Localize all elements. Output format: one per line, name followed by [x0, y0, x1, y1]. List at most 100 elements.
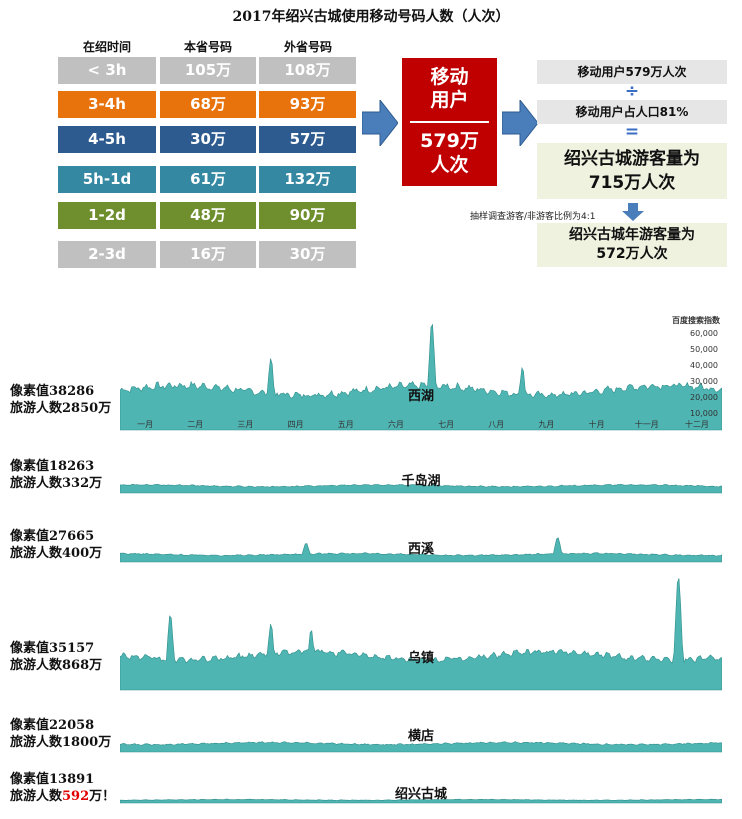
series-area — [120, 483, 722, 494]
divide-sign: ÷ — [624, 81, 640, 101]
mobile-users-text: 移动用户579万人次 — [537, 60, 727, 84]
table-cell-other: 57万 — [259, 126, 356, 153]
series-area — [120, 537, 722, 563]
month-tick-label: 八月 — [488, 420, 505, 429]
month-tick-label: 四月 — [287, 420, 304, 429]
table-cell-local: 105万 — [160, 57, 256, 84]
series-label: 像素值13891 旅游人数592万！ — [10, 771, 115, 805]
visitors-value: 332万 — [62, 476, 103, 491]
visitor-count: 旅游人数332万 — [10, 475, 102, 492]
header-other: 外省号码 — [283, 40, 332, 54]
table-cell-duration: 2-3d — [58, 241, 156, 268]
y-tick-label: 50,000 — [690, 345, 718, 354]
month-tick-label: 六月 — [387, 420, 404, 429]
month-tick-label: 十二月 — [684, 420, 709, 429]
divider — [410, 121, 489, 123]
area-chart — [120, 483, 722, 494]
visitors-value: 2850万 — [62, 401, 112, 416]
series-name: 西溪 — [407, 542, 434, 557]
right-arrow-icon — [502, 100, 538, 146]
series-name: 西湖 — [407, 389, 434, 404]
mobile-box-line1: 移动 — [430, 66, 469, 88]
annual-visitors-box: 绍兴古城年游客量为 572万人次 — [537, 223, 727, 267]
mobile-box-line2: 用户 — [430, 89, 469, 111]
month-tick-label: 九月 — [538, 420, 555, 429]
pixel-value: 像素值27665 — [10, 529, 95, 544]
table-cell-duration: < 3h — [58, 57, 156, 84]
series-area — [120, 741, 722, 753]
visitor-count: 旅游人数2850万 — [10, 400, 111, 417]
table-cell-local: 61万 — [160, 166, 256, 193]
annual-line1: 绍兴古城年游客量为 — [569, 227, 695, 243]
visitor-count: 旅游人数592万！ — [10, 788, 115, 805]
visitors-label: 旅游人数 — [10, 789, 63, 804]
page-title: 2017年绍兴古城使用移动号码人数（人次） — [232, 9, 510, 25]
series-name: 千岛湖 — [401, 474, 441, 489]
visitors-value: 592 — [62, 789, 90, 804]
y-axis-label: 百度搜索指数 — [672, 316, 720, 325]
share-text: 移动用户占人口81% — [537, 100, 727, 124]
pixel-value: 像素值18263 — [10, 459, 95, 474]
month-tick-label: 十一月 — [634, 420, 659, 429]
visitors-line2: 715万人次 — [588, 173, 676, 193]
table-cell-local: 30万 — [160, 126, 256, 153]
pixel-value: 像素值13891 — [10, 772, 95, 787]
mobile-box-line4: 人次 — [430, 154, 469, 176]
down-arrow-icon — [622, 203, 644, 221]
table-cell-local: 68万 — [160, 91, 256, 118]
mobile-box-line3: 579万 — [420, 130, 479, 152]
table-cell-other: 90万 — [259, 202, 356, 229]
mobile-users-box: 移动 用户 579万 人次 — [402, 58, 497, 186]
sample-note: 抽样调查游客/非游客比例为4:1 — [470, 212, 596, 222]
month-tick-label: 三月 — [237, 420, 254, 429]
table-cell-duration: 3-4h — [58, 91, 156, 118]
header-local: 本省号码 — [183, 40, 232, 54]
pixel-value: 像素值22058 — [10, 718, 95, 733]
y-tick-label: 10,000 — [690, 409, 718, 418]
series-area — [120, 578, 722, 691]
visitors-label: 旅游人数 — [10, 735, 63, 750]
table-cell-duration: 1-2d — [58, 202, 156, 229]
pixel-value: 像素值35157 — [10, 641, 95, 656]
month-tick-label: 七月 — [438, 420, 455, 429]
visitors-line1: 绍兴古城游客量为 — [564, 149, 700, 169]
series-label: 像素值18263 旅游人数332万 — [10, 458, 102, 492]
right-arrow-icon — [362, 100, 398, 146]
month-tick-label: 二月 — [187, 420, 204, 429]
equals-sign: = — [624, 122, 640, 142]
series-area — [120, 798, 722, 804]
area-chart — [120, 741, 722, 753]
visitors-value: 400万 — [62, 546, 103, 561]
visitors-label: 旅游人数 — [10, 476, 63, 491]
table-cell-local: 16万 — [160, 241, 256, 268]
table-cell-other: 108万 — [259, 57, 356, 84]
visitors-label: 旅游人数 — [10, 401, 63, 416]
table-cell-duration: 4-5h — [58, 126, 156, 153]
series-area — [120, 323, 722, 431]
visitors-suffix: 万！ — [89, 789, 116, 804]
visitors-value: 868万 — [62, 658, 103, 673]
visitors-label: 旅游人数 — [10, 546, 63, 561]
table-cell-duration: 5h-1d — [58, 166, 156, 193]
visitors-label: 旅游人数 — [10, 658, 63, 673]
month-tick-label: 五月 — [337, 420, 354, 429]
visitor-count: 旅游人数400万 — [10, 545, 102, 562]
area-chart — [120, 798, 722, 804]
y-tick-label: 20,000 — [690, 393, 718, 402]
series-label: 像素值35157 旅游人数868万 — [10, 640, 102, 674]
table-cell-other: 132万 — [259, 166, 356, 193]
month-tick-label: 十月 — [588, 420, 605, 429]
area-chart — [120, 537, 722, 563]
series-name: 乌镇 — [407, 651, 434, 666]
series-name: 绍兴古城 — [394, 787, 447, 802]
visitor-count: 旅游人数1800万 — [10, 734, 111, 751]
visitor-count: 旅游人数868万 — [10, 657, 102, 674]
series-label: 像素值27665 旅游人数400万 — [10, 528, 102, 562]
annual-line2: 572万人次 — [596, 246, 668, 262]
y-tick-label: 30,000 — [690, 377, 718, 386]
series-label: 像素值22058 旅游人数1800万 — [10, 717, 111, 751]
y-tick-label: 40,000 — [690, 361, 718, 370]
header-duration: 在绍时间 — [82, 40, 131, 54]
series-name: 横店 — [407, 729, 434, 744]
table-cell-local: 48万 — [160, 202, 256, 229]
